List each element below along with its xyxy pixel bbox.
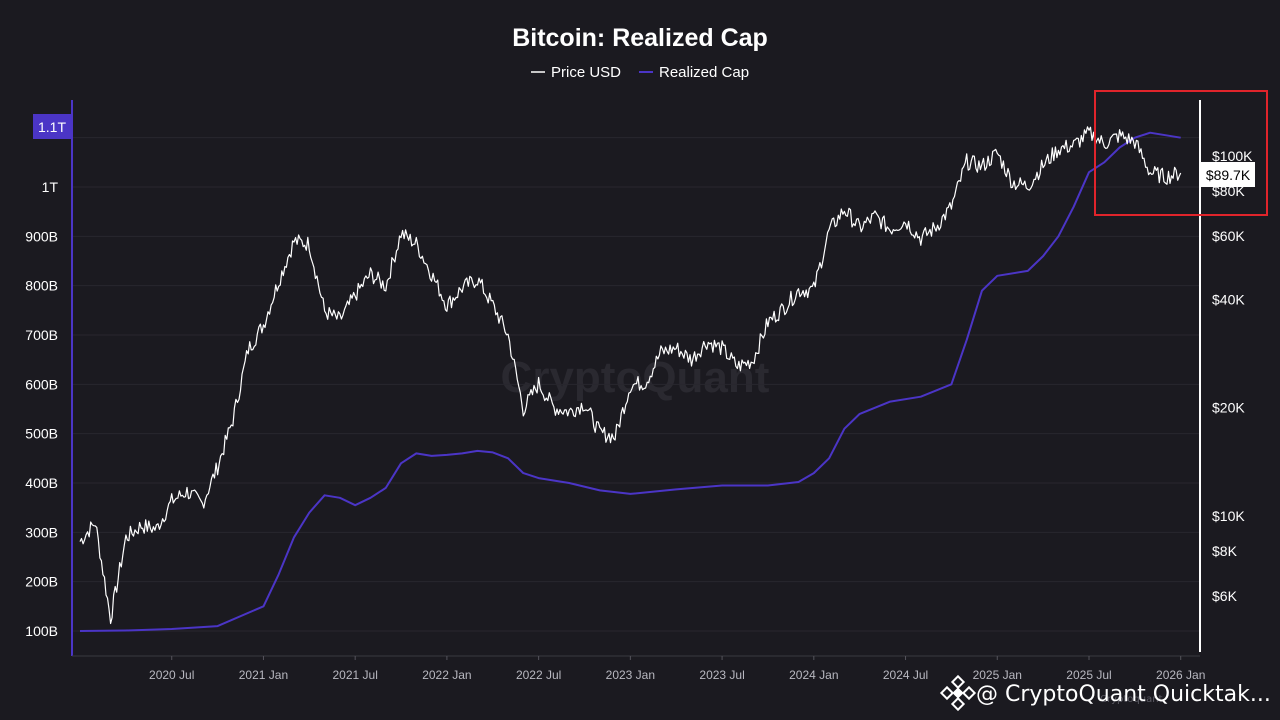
- right-tick-label: $8K: [1212, 543, 1238, 559]
- x-tick-label: 2023 Jan: [606, 668, 655, 682]
- x-tick-label: 2022 Jul: [516, 668, 561, 682]
- left-tick-label: 1T: [42, 179, 59, 195]
- left-tick-label: 600B: [25, 376, 58, 392]
- right-current-badge-bg: [1201, 162, 1255, 187]
- right-tick-label: $10K: [1212, 508, 1245, 524]
- x-tick-label: 2021 Jul: [332, 668, 377, 682]
- left-tick-label: 100B: [25, 623, 58, 639]
- left-tick-label: 300B: [25, 524, 58, 540]
- binance-diamond-icon: [939, 674, 977, 712]
- footer: Cryptoquant @ CryptoQuant Quicktak...: [939, 674, 1271, 712]
- right-tick-label: $6K: [1212, 588, 1238, 604]
- right-current-badge: $89.7K: [1201, 162, 1255, 187]
- x-axis-ticks: 2020 Jul 2021 Jan 2021 Jul 2022 Jan 2022 Jul…: [149, 656, 1205, 682]
- legend[interactable]: Price USD Realized Cap: [531, 64, 749, 81]
- highlight-box: [1094, 90, 1268, 216]
- left-tick-label: 200B: [25, 574, 58, 590]
- legend-label-price[interactable]: Price USD: [551, 64, 621, 81]
- series-layer: [79, 126, 1182, 632]
- watermark: CryptoQuant: [501, 353, 770, 402]
- x-tick-label: 2025 Jan: [973, 668, 1022, 682]
- left-current-badge: 1.1T: [33, 114, 71, 139]
- x-tick-label: 2021 Jan: [239, 668, 288, 682]
- x-tick-label: 2024 Jan: [789, 668, 838, 682]
- footer-handle: @ CryptoQuant Quicktak...: [976, 682, 1271, 707]
- left-current-badge-bg: [33, 114, 71, 139]
- right-current-badge-label: $89.7K: [1206, 167, 1251, 183]
- right-tick-label: $100K: [1212, 148, 1253, 164]
- x-tick-label: 2022 Jan: [422, 668, 471, 682]
- chart-title: Bitcoin: Realized Cap: [512, 24, 768, 52]
- axes: [71, 100, 1201, 657]
- right-tick-label: $60K: [1212, 228, 1245, 244]
- left-tick-label: 500B: [25, 426, 58, 442]
- x-tick-label: 2020 Jul: [149, 668, 194, 682]
- x-tick-label: 2023 Jul: [699, 668, 744, 682]
- left-tick-label: 400B: [25, 475, 58, 491]
- left-tick-label: 800B: [25, 278, 58, 294]
- right-axis-ticks: $6K$8K$10K$20K$40K$60K$80K$100K: [1212, 148, 1253, 604]
- left-tick-label: 900B: [25, 228, 58, 244]
- series-line-price-usd: [79, 126, 1182, 625]
- x-tick-label: 2026 Jan: [1156, 668, 1205, 682]
- left-current-badge-label: 1.1T: [38, 119, 66, 135]
- series-line-realized-cap: [79, 131, 1181, 632]
- legend-label-realized-cap[interactable]: Realized Cap: [659, 64, 749, 81]
- right-tick-label: $20K: [1212, 400, 1245, 416]
- right-tick-label: $40K: [1212, 291, 1245, 307]
- grid-lines: [72, 137, 1200, 632]
- x-tick-label: 2025 Jul: [1066, 668, 1111, 682]
- x-tick-label: 2024 Jul: [883, 668, 928, 682]
- left-tick-label: 700B: [25, 327, 58, 343]
- left-axis-ticks: 100B 200B 300B 400B 500B 600B 700B 800B 900B 1T: [25, 179, 58, 639]
- footer-small-text: Cryptoquant: [1100, 694, 1163, 705]
